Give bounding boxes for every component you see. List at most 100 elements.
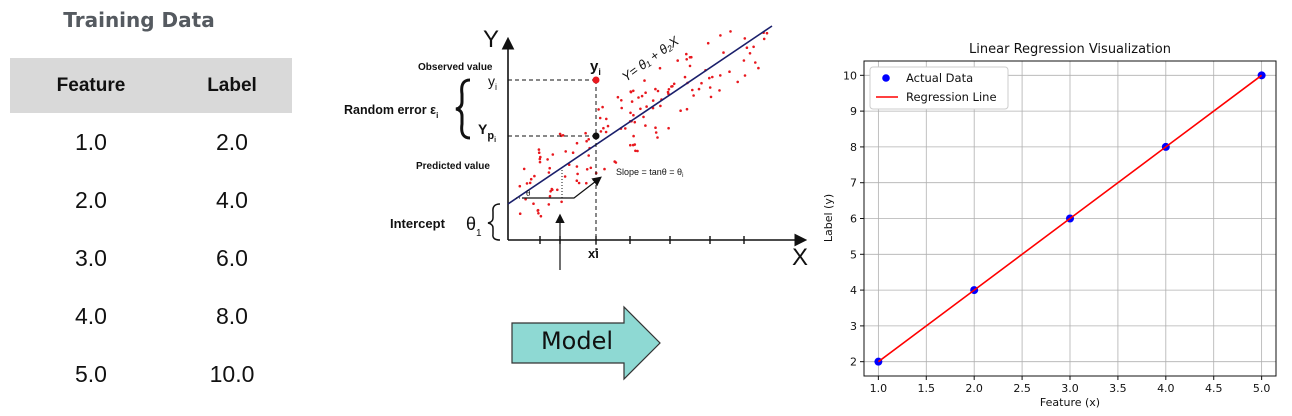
observation-dot	[688, 64, 692, 68]
x-tick-label: 2.0	[965, 382, 983, 395]
observation-dot	[691, 88, 694, 92]
observed-value-label: Observed value	[418, 62, 493, 73]
observation-dot	[585, 168, 589, 171]
observation-dot	[537, 212, 540, 215]
observation-dot	[528, 181, 532, 185]
observation-dot	[539, 155, 542, 159]
x-tick-label: 1.5	[918, 382, 936, 395]
observation-dot	[620, 99, 623, 102]
x-tick-label: 3.5	[1109, 382, 1127, 395]
legend-label-regression: Regression Line	[906, 90, 997, 104]
y-tick-label: 2	[850, 356, 857, 369]
feature-cell: 2.0	[75, 186, 107, 213]
observation-dot	[536, 209, 540, 212]
observation-dot	[630, 100, 634, 103]
observation-dot	[551, 153, 555, 156]
observation-dot	[522, 167, 526, 171]
observation-dot	[645, 105, 648, 108]
slope-label: Slope = tanθ = θi	[616, 167, 683, 179]
x-tick-label: 5.0	[1253, 382, 1271, 395]
observed-y-label: yi	[488, 73, 497, 92]
observation-dot	[708, 86, 712, 89]
observation-dot	[658, 66, 662, 70]
observation-dot	[719, 74, 722, 77]
observation-dot	[602, 126, 605, 130]
observation-dot	[548, 166, 551, 170]
y-tick-label: 8	[850, 141, 857, 154]
observation-dot	[575, 179, 579, 182]
regression-line-series	[877, 74, 1263, 363]
observation-dot	[634, 149, 637, 153]
observation-dot	[667, 126, 670, 130]
observation-dot	[577, 181, 581, 185]
table-row: 3.0 6.0	[10, 229, 292, 287]
observation-dot	[556, 188, 559, 192]
y-tick-label: 3	[850, 320, 857, 333]
observed-point	[592, 76, 600, 84]
label-cell: 6.0	[216, 244, 248, 271]
y-tick-label: 7	[850, 177, 857, 190]
observation-dot	[692, 94, 695, 97]
observation-dot	[589, 166, 593, 170]
chart-title: Linear Regression Visualization	[969, 42, 1171, 57]
random-error-label: Random error εi	[344, 103, 438, 120]
observation-dot	[644, 124, 647, 127]
observation-dot	[690, 55, 693, 59]
observation-dot	[563, 175, 567, 178]
observation-dot	[656, 136, 659, 139]
observation-dot	[537, 151, 541, 154]
observation-dot	[632, 89, 635, 93]
y-tick-label: 4	[850, 284, 857, 297]
observation-dot	[711, 75, 714, 79]
observation-dot	[736, 80, 739, 84]
observation-dot	[676, 59, 679, 62]
observation-dot	[651, 99, 655, 102]
y-tick-label: 5	[850, 248, 857, 261]
observation-dot	[587, 138, 590, 141]
regression-equation: Y= θ₁ + θ₂X	[619, 32, 683, 84]
training-data-table: Feature Label 1.0 2.0 2.0 4.0 3.0 6.0 4.…	[10, 58, 292, 403]
observation-dot	[575, 141, 579, 145]
observation-dot	[571, 151, 575, 154]
chart-ticks: 1.0 1.5 2.0 2.5 3.0 3.5 4.0 4.5 5.0 2 3 4 5 6 7 8 9 10	[843, 69, 1270, 395]
observation-dot	[643, 79, 646, 82]
observation-dot	[629, 143, 632, 147]
header-label: Label	[172, 58, 292, 113]
observation-dot	[632, 113, 635, 117]
observation-dot	[722, 51, 725, 54]
chart-series	[874, 71, 1266, 366]
y-axis-label: Label (y)	[822, 194, 835, 242]
feature-cell: 4.0	[75, 302, 107, 329]
observation-dot	[728, 70, 731, 73]
observation-dot	[654, 87, 657, 91]
observation-dot	[752, 45, 755, 49]
observation-dot	[706, 41, 710, 45]
observation-dot	[667, 92, 670, 95]
observation-dot	[644, 91, 647, 94]
label-cell: 2.0	[216, 128, 248, 155]
observation-dot	[533, 174, 536, 178]
observation-dot	[757, 66, 760, 70]
observation-dot	[532, 202, 535, 205]
observation-dot	[558, 132, 562, 136]
observation-dot	[547, 203, 551, 206]
predicted-y-label: Ypi	[478, 121, 496, 144]
feature-cell: 5.0	[75, 360, 107, 387]
observation-dot	[597, 108, 600, 111]
predicted-value-label: Predicted value	[416, 161, 490, 172]
observation-dot	[642, 115, 645, 119]
intercept-brace	[487, 203, 501, 241]
observation-dot	[584, 131, 587, 135]
observation-dot	[685, 58, 688, 61]
error-brace	[455, 78, 471, 140]
legend-box	[869, 66, 1009, 110]
y-tick-label: 6	[850, 213, 857, 226]
model-arrow-shape	[511, 305, 661, 381]
observation-dot	[743, 37, 747, 40]
header-feature: Feature	[10, 58, 172, 113]
observation-dot	[632, 134, 635, 138]
x-tick-label: 1.0	[870, 382, 888, 395]
observation-dot	[576, 172, 579, 176]
label-cell: 8.0	[216, 302, 248, 329]
observation-dot	[547, 171, 551, 174]
